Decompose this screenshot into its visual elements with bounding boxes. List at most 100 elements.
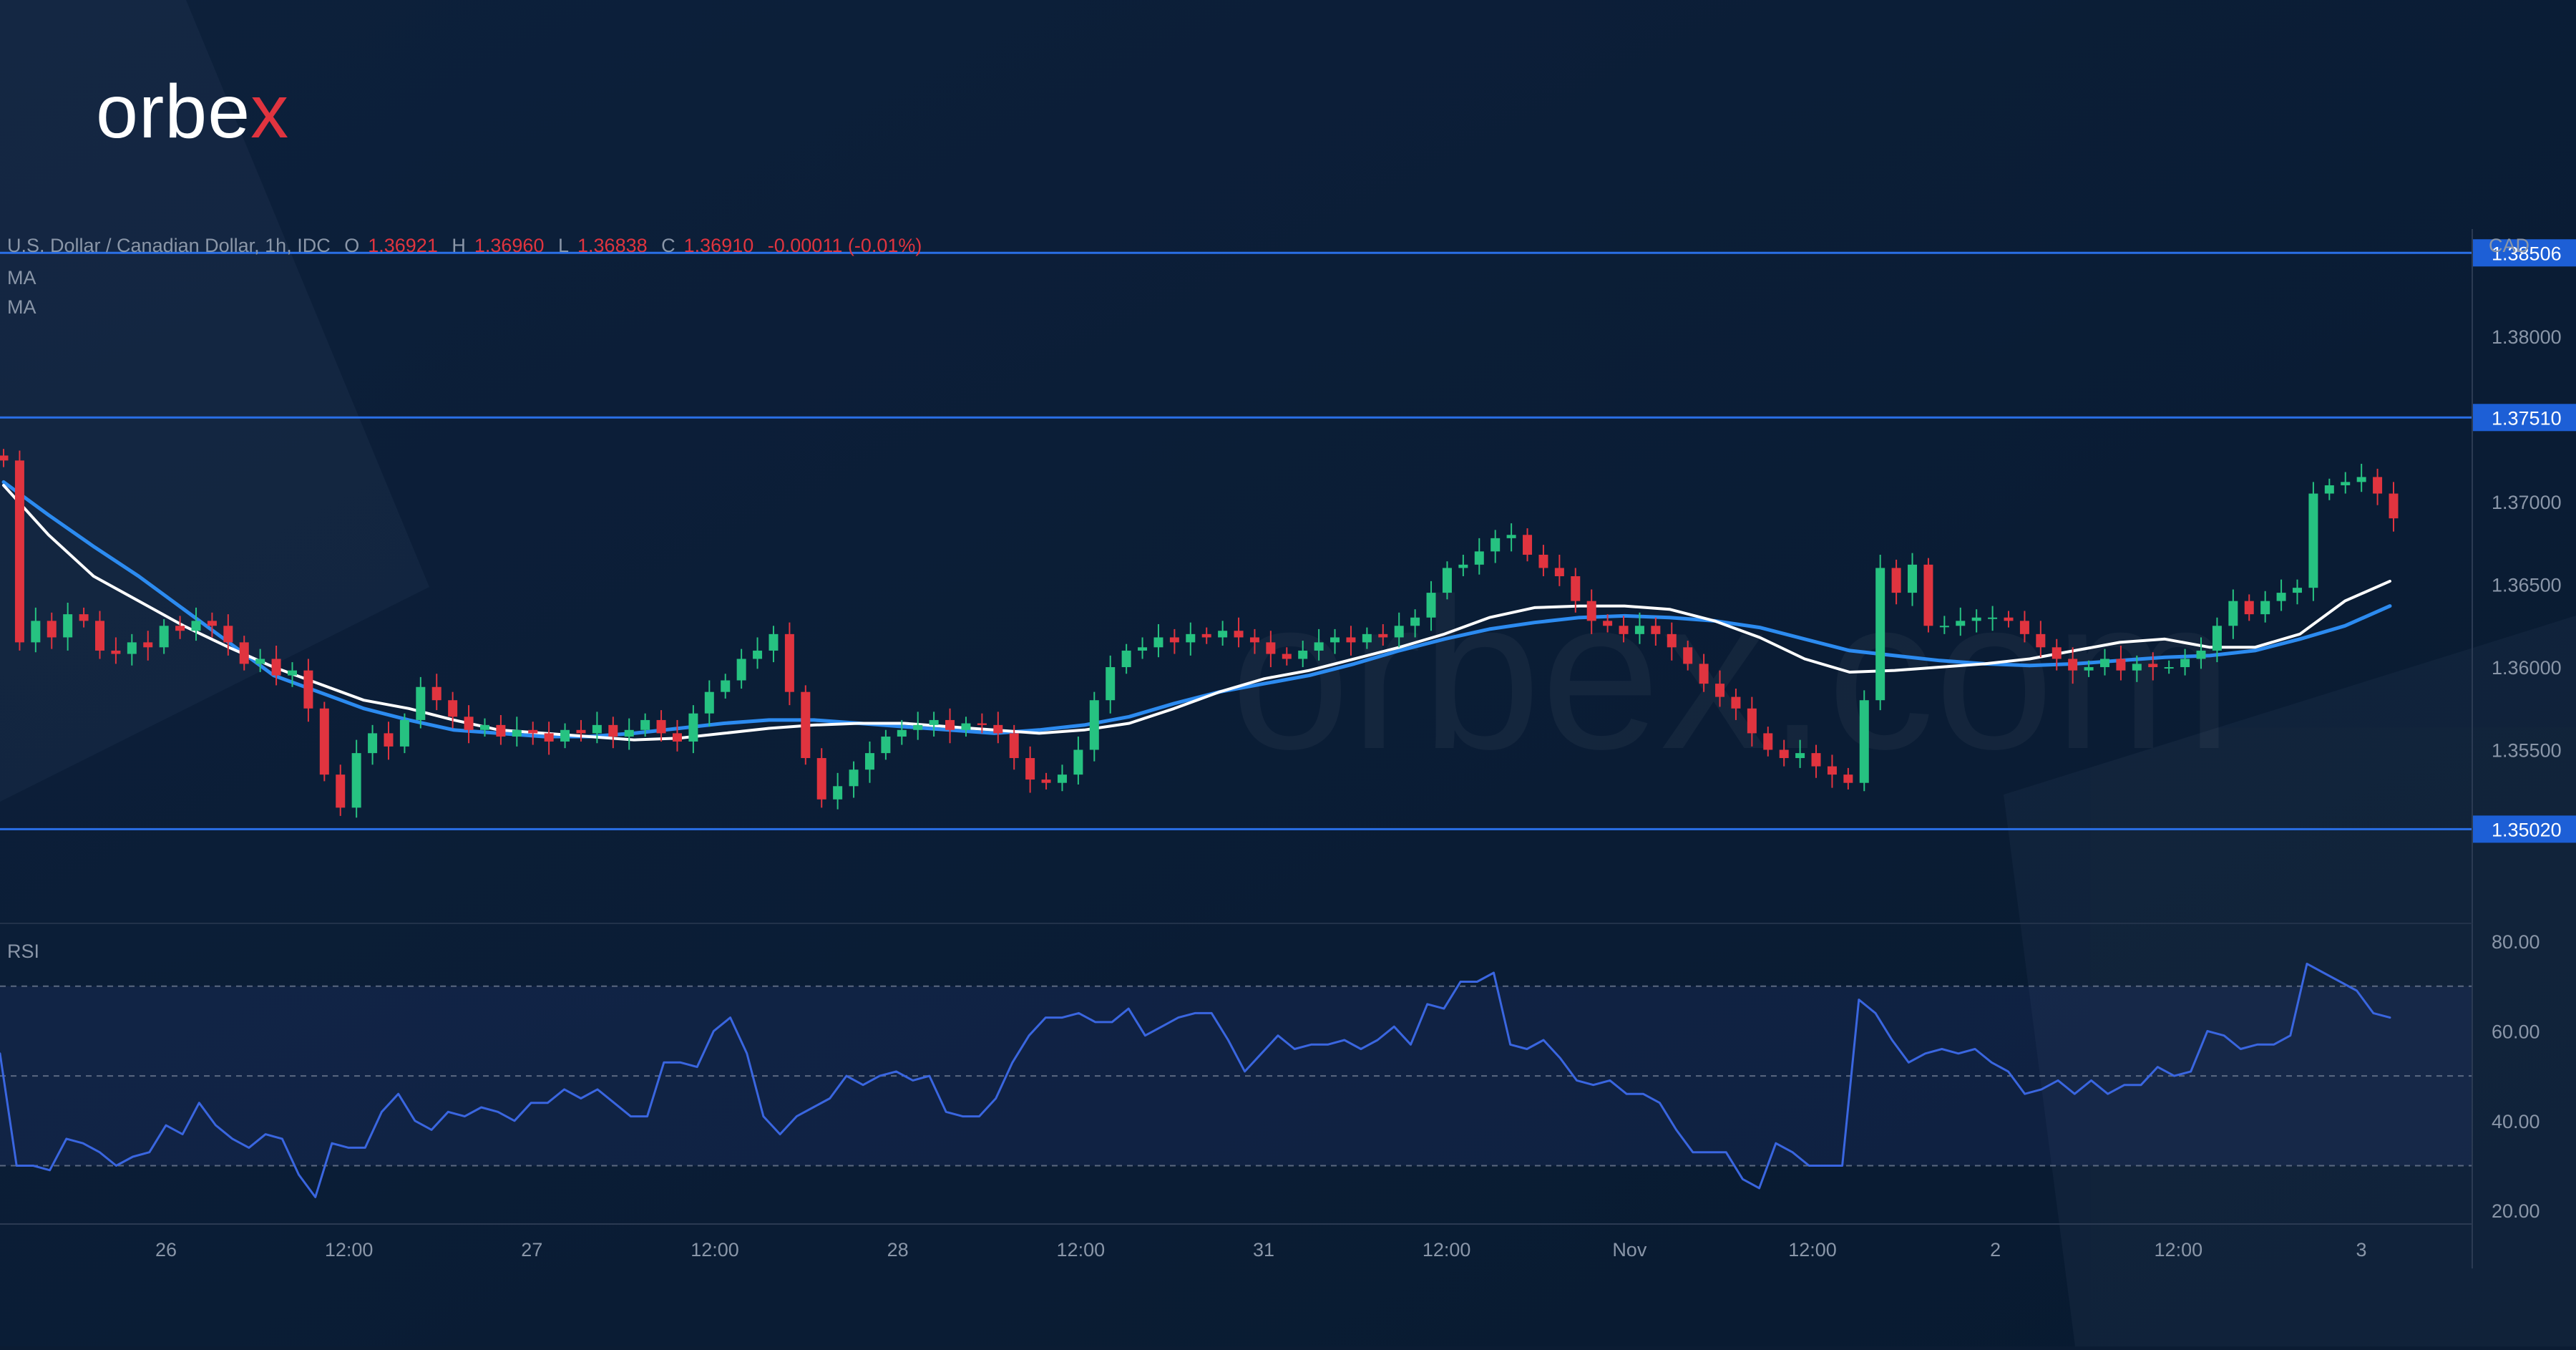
candle-body	[1491, 538, 1501, 552]
candle	[1106, 655, 1116, 714]
time-tick-label: 26	[155, 1239, 177, 1261]
time-tick-label: 12:00	[2155, 1239, 2203, 1261]
candle-body	[721, 680, 731, 692]
ma-legend-2: MA	[7, 296, 36, 318]
candle-body	[1025, 758, 1035, 780]
candle-body	[1201, 633, 1211, 638]
candle	[47, 612, 57, 649]
candle-body	[833, 786, 843, 800]
candle	[1634, 612, 1644, 644]
candle	[1908, 553, 1918, 606]
candle-body	[191, 621, 201, 631]
watermark: orbex.com	[1231, 553, 2233, 794]
candle-body	[624, 729, 634, 737]
time-tick-label: 28	[887, 1239, 909, 1261]
candle-body	[1603, 621, 1613, 626]
candle-body	[2356, 477, 2366, 482]
candle	[1426, 581, 1436, 631]
candle-body	[2148, 664, 2158, 668]
candle	[416, 676, 426, 729]
candle-body	[2004, 617, 2014, 621]
high-label: H	[452, 235, 466, 256]
candle	[656, 710, 666, 742]
candle-body	[1811, 753, 1821, 767]
candle	[1683, 641, 1693, 671]
candle	[1362, 627, 1372, 649]
candle	[1282, 647, 1292, 666]
candle	[1201, 627, 1211, 644]
candle	[1651, 617, 1661, 646]
candle	[448, 691, 458, 729]
candle	[1378, 623, 1388, 646]
candle	[1491, 530, 1501, 563]
candle-body	[2373, 477, 2383, 494]
candle	[640, 713, 650, 737]
candle	[207, 612, 217, 638]
candle	[1538, 545, 1548, 576]
candle	[1025, 746, 1035, 793]
candle	[319, 701, 329, 782]
rsi-band-layer	[0, 985, 2472, 1167]
time-tick-label: 12:00	[1057, 1239, 1106, 1261]
rsi-line-layer	[0, 962, 2391, 1198]
low-label: L	[557, 235, 570, 256]
candle-body	[431, 686, 441, 701]
high-value: 1.36960	[474, 235, 545, 256]
candle	[560, 723, 570, 749]
candle-body	[2036, 633, 2046, 648]
candle-body	[479, 724, 489, 730]
candle-body	[1474, 551, 1484, 565]
candle	[191, 607, 201, 641]
candle	[2100, 649, 2110, 676]
candle	[1939, 616, 1949, 634]
candles	[0, 449, 2399, 818]
candle	[2276, 579, 2286, 611]
low-value: 1.36838	[577, 235, 648, 256]
candle-body	[399, 719, 409, 747]
candle-body	[1923, 564, 1933, 626]
rsi-tick-label: 60.00	[2492, 1021, 2540, 1042]
candle	[2019, 611, 2029, 643]
candle-body	[2293, 588, 2303, 593]
candle-body	[2244, 601, 2254, 615]
time-tick-label: 27	[521, 1239, 542, 1261]
candle	[929, 712, 939, 737]
candle-body	[448, 700, 458, 717]
candle-body	[1169, 637, 1179, 643]
candle	[1667, 622, 1677, 661]
candle	[1057, 764, 1067, 792]
candle	[721, 674, 731, 699]
time-tick-label: 3	[2356, 1239, 2366, 1261]
candle-body	[1121, 650, 1131, 668]
candle-body	[1939, 626, 1949, 628]
candle-body	[608, 724, 618, 737]
candle	[2084, 660, 2094, 677]
candle-body	[287, 670, 297, 676]
candle	[769, 626, 779, 663]
candle-body	[1891, 568, 1901, 593]
candle-body	[1073, 749, 1083, 775]
level-label: 1.38506	[2492, 243, 2562, 264]
candle	[287, 662, 297, 687]
candle	[1394, 612, 1404, 648]
candle-body	[1041, 780, 1051, 783]
candle-body	[1218, 631, 1228, 638]
candle-body	[864, 753, 874, 770]
candle	[1554, 554, 1564, 586]
candle-body	[993, 724, 1003, 734]
candle-body	[1266, 642, 1276, 654]
rsi-tick-label: 40.00	[2492, 1111, 2540, 1132]
candle	[1218, 621, 1228, 646]
logo-accent: x	[250, 69, 290, 154]
candle	[1586, 589, 1596, 634]
moving-averages	[1, 480, 2392, 742]
candle	[576, 719, 586, 742]
candle-body	[1009, 733, 1019, 759]
ma-legend-1: MA	[7, 267, 36, 288]
candle-body	[1571, 576, 1581, 601]
time-tick-label: 12:00	[1788, 1239, 1837, 1261]
candle	[1234, 617, 1244, 648]
candle	[945, 708, 955, 744]
candle	[111, 637, 121, 664]
